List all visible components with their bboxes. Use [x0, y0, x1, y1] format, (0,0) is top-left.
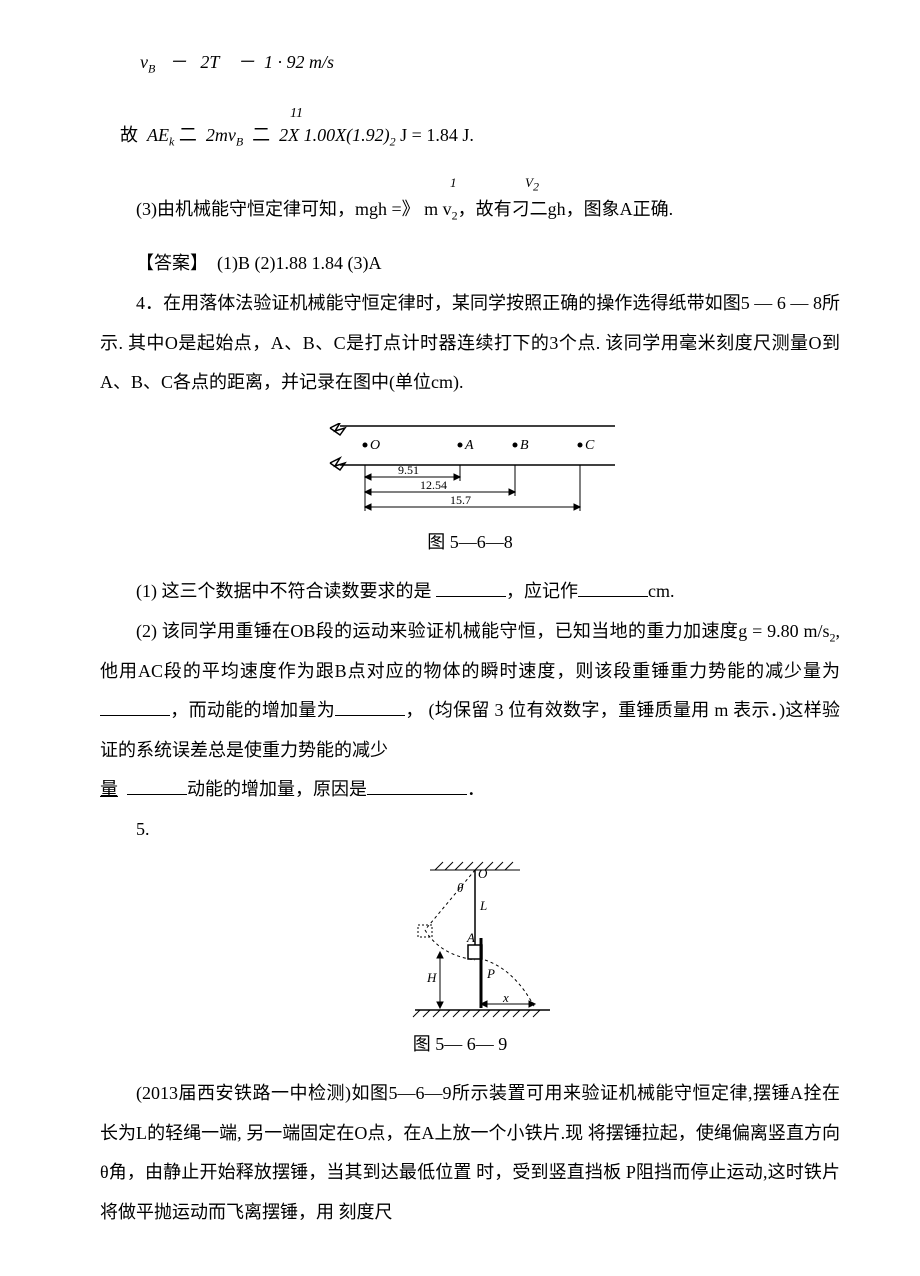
lbl-P: P	[486, 966, 495, 981]
lbl-x: x	[502, 990, 509, 1005]
term-2t: 2T	[200, 52, 219, 72]
sub-k: k	[169, 135, 174, 149]
tape-d3: 15.7	[450, 493, 471, 507]
eleven: 11	[290, 106, 303, 121]
q4-1-pre: (1) 这三个数据中不符合读数要求的是	[136, 581, 432, 601]
equation-aek: 故 AEk 二 2mvB 二 2X 1.00X(1.92)2 J = 1.84 …	[120, 123, 840, 150]
q4-1-suf: cm.	[648, 581, 675, 601]
tape-d2: 12.54	[420, 478, 447, 492]
term-vb: v	[228, 125, 236, 145]
q4-2a: (2) 该同学用重锤在OB段的运动来验证机械能守恒，已知当地的重力加速度g = …	[136, 621, 830, 641]
blank-3[interactable]	[100, 694, 170, 717]
liang: 量	[100, 779, 118, 799]
tape-diagram: O A B C 9.51 12.54 15.7	[320, 423, 620, 513]
blank-2[interactable]	[578, 575, 648, 598]
fig-5-6-8-caption: 图 5—6—8	[100, 523, 840, 563]
q5-label: 5.	[100, 810, 840, 850]
tape-B: B	[520, 438, 529, 453]
q4-p1: 4．在用落体法验证机械能守恒定律时，某同学按照正确的操作选得纸带如图5 — 6 …	[100, 293, 840, 392]
over-1: 1	[450, 176, 457, 189]
eq3-overs: 1 V2	[140, 176, 840, 190]
pendulum-diagram: O θ L A H P x	[385, 860, 555, 1020]
lbl-L: L	[479, 898, 487, 913]
term-2x: 2X 1.00X(1.92)	[279, 125, 389, 145]
eq-sym1: 二	[179, 125, 197, 145]
var-v: v	[140, 52, 148, 72]
q4-2e: 动能的增加量，原因是	[187, 779, 367, 799]
gu: 故	[120, 125, 138, 145]
over-v2: V2	[525, 176, 539, 193]
lbl-O: O	[478, 866, 488, 881]
sq2: 2	[390, 135, 396, 149]
j-val: J = 1.84 J.	[400, 125, 474, 145]
q4-2c: ，而动能的增加量为	[170, 700, 335, 720]
blank-4[interactable]	[335, 694, 405, 717]
q5-body: (2013届西安铁路一中检测)如图5—6—9所示装置可用来验证机械能守恒定律,摆…	[100, 1074, 840, 1232]
q4-2f: ．	[467, 779, 485, 799]
mv: m v	[424, 199, 452, 219]
mgh: mgh =》	[355, 199, 420, 219]
equation-mgh: (3)由机械能守恒定律可知，mgh =》 m v2，故有刁二gh，图象A正确.	[100, 190, 840, 230]
tape-O: O	[370, 438, 380, 453]
q4-body: 4．在用落体法验证机械能守恒定律时，某同学按照正确的操作选得纸带如图5 — 6 …	[100, 284, 840, 403]
q5-text: (2013届西安铁路一中检测)如图5—6—9所示装置可用来验证机械能守恒定律,摆…	[100, 1083, 840, 1222]
lbl-theta: θ	[457, 880, 464, 895]
over-v2-v: V	[525, 175, 533, 190]
q4-1: (1) 这三个数据中不符合读数要求的是 ，应记作 cm.	[100, 572, 840, 612]
blank-1[interactable]	[436, 575, 506, 598]
tape-A: A	[464, 438, 474, 453]
blank-6[interactable]	[367, 773, 467, 796]
val-192: 1 · 92 m/s	[264, 52, 334, 72]
equation-vb: vB － 2T － 1 · 92 m/s	[140, 50, 840, 77]
answer-label: 【答案】	[136, 253, 208, 273]
dash1: －	[169, 52, 187, 72]
aek: AE	[147, 125, 169, 145]
gh: gh，图象A正确.	[548, 199, 674, 219]
tape-C: C	[585, 438, 595, 453]
over-v2-2: 2	[533, 179, 539, 193]
answer-body: (1)B (2)1.88 1.84 (3)A	[217, 253, 381, 273]
answer-line: 【答案】 (1)B (2)1.88 1.84 (3)A	[100, 244, 840, 284]
eq-sym2: 二	[252, 125, 270, 145]
q4-2-liangline: 量 动能的增加量，原因是 ．	[100, 770, 840, 810]
q4-1-mid: ，应记作	[506, 581, 578, 601]
tape-d1: 9.51	[398, 463, 419, 477]
frac-11: 11	[290, 107, 840, 121]
fig-5-6-9-caption: 图 5— 6— 9	[360, 1025, 560, 1065]
eq3-pre: (3)由机械能守恒定律可知，	[136, 199, 355, 219]
lbl-A: A	[466, 930, 475, 945]
sub-b: B	[148, 62, 155, 76]
lbl-H: H	[426, 970, 437, 985]
dash2: －	[237, 52, 255, 72]
term-vb-sub: B	[236, 135, 243, 149]
q4-2: (2) 该同学用重锤在OB段的运动来验证机械能守恒，已知当地的重力加速度g = …	[100, 612, 840, 770]
eq3-mid: ，故有刁二	[458, 199, 548, 219]
blank-5[interactable]	[127, 773, 187, 796]
term-2m: 2m	[206, 125, 228, 145]
